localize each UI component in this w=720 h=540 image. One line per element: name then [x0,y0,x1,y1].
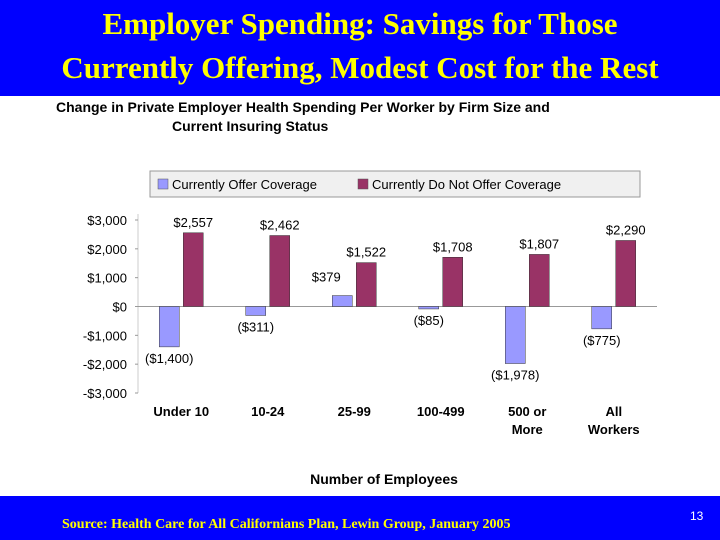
legend-swatch-1 [357,178,369,190]
x-tick-label-4-0: 500 or [508,404,546,419]
slide-title-line-1: Employer Spending: Savings for Those [102,6,618,41]
bar-offer-5 [591,306,612,330]
legend-label-0: Currently Offer Coverage [172,177,317,192]
bar-not-offer-4 [529,254,550,307]
data-label-offer-2: $379 [312,270,341,285]
bar-chart: Currently Offer Coverage Currently Do Not… [83,170,657,487]
y-tick-label-5: -$2,000 [83,357,127,372]
y-tick-label-0: $3,000 [87,213,127,228]
y-tick-label-1: $2,000 [87,242,127,257]
data-label-offer-3: ($85) [414,313,444,328]
data-label-offer-1: ($311) [237,319,274,334]
chart-title-line-1: Change in Private Employer Health Spendi… [56,99,550,115]
data-label-offer-0: ($1,400) [145,351,193,366]
data-label-offer-5: ($775) [583,333,621,348]
legend-label-1: Currently Do Not Offer Coverage [372,177,561,192]
bar-not-offer-1 [269,235,290,307]
y-tick-label-3: $0 [113,300,127,315]
legend-box [149,170,641,198]
bar-offer-0 [159,306,180,348]
data-label-not-offer-1: $2,462 [260,218,300,233]
x-tick-label-3: 100-499 [417,404,465,419]
y-tick-label-4: -$1,000 [83,328,127,343]
data-label-not-offer-0: $2,557 [173,215,213,230]
bar-offer-2 [332,295,353,307]
page-number: 13 [690,509,704,523]
data-label-not-offer-3: $1,708 [433,239,473,254]
x-tick-label-5-1: Workers [588,422,640,437]
title-banner [0,0,720,96]
data-label-offer-4: ($1,978) [491,368,539,383]
chart-title-line-2: Current Insuring Status [172,118,329,134]
bar-not-offer-3 [442,257,463,307]
legend-swatch-0 [157,178,169,190]
bar-not-offer-5 [615,240,636,307]
slide-title-line-2: Currently Offering, Modest Cost for the … [61,50,659,85]
y-tick-label-6: -$3,000 [83,386,127,401]
data-label-not-offer-2: $1,522 [346,245,386,260]
bar-offer-4 [505,306,526,364]
x-tick-label-5-0: All [605,404,622,419]
x-tick-label-0: Under 10 [153,404,209,419]
source-citation: Source: Health Care for All Californians… [62,517,511,532]
x-tick-label-2: 25-99 [338,404,371,419]
bar-offer-3 [418,306,439,310]
bar-not-offer-2 [356,262,377,307]
x-tick-label-4-1: More [512,422,543,437]
x-axis-title: Number of Employees [310,471,458,487]
footer-banner [0,496,720,540]
bar-offer-1 [245,306,266,316]
data-label-not-offer-4: $1,807 [519,236,559,251]
bar-not-offer-0 [183,232,204,307]
x-tick-label-1: 10-24 [251,404,285,419]
y-tick-label-2: $1,000 [87,271,127,286]
data-label-not-offer-5: $2,290 [606,222,646,237]
